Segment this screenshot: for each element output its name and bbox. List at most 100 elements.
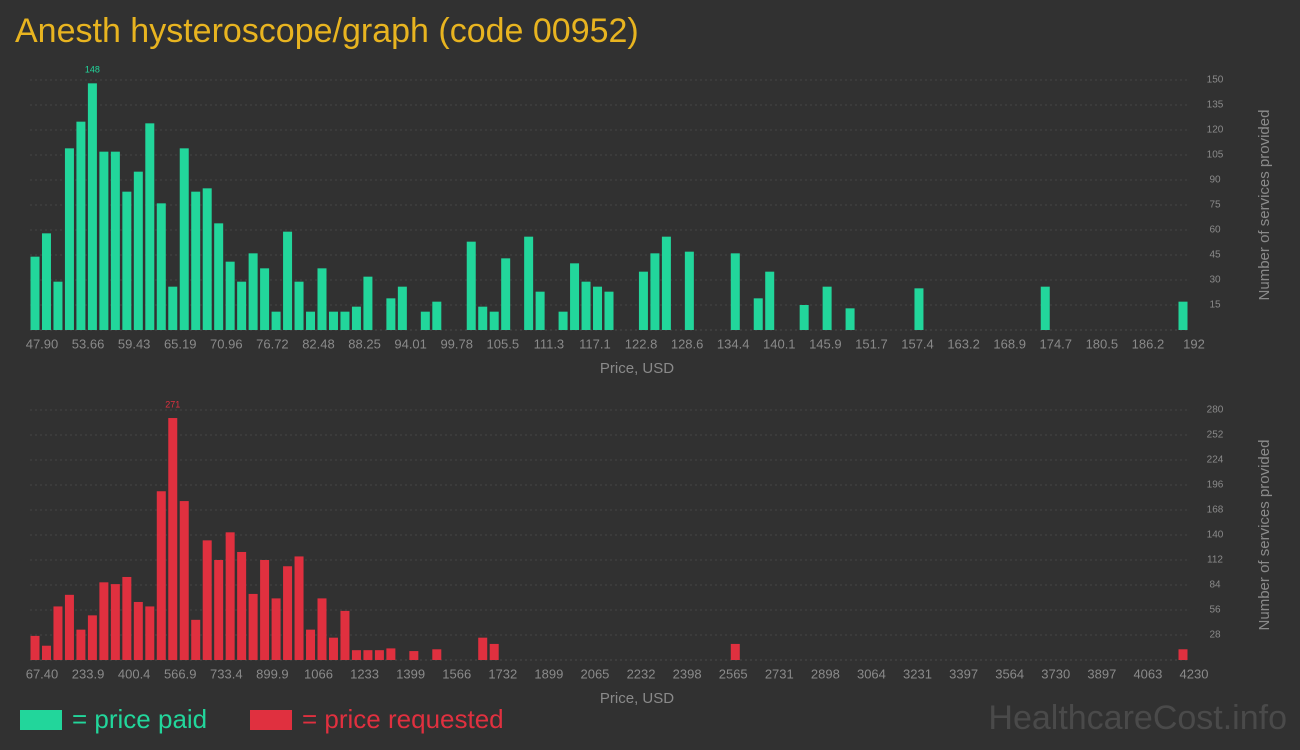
x-tick-label: 2065 [580,666,609,681]
x-tick-label: 1566 [442,666,471,681]
y-tick-label: 28 [1209,630,1221,641]
bar [283,566,293,660]
x-tick-label: 3397 [949,666,978,681]
bar [822,286,832,330]
x-tick-label: 99.78 [440,336,473,351]
bar [30,635,40,660]
bar [535,291,545,330]
bar [420,311,430,330]
bar [386,648,396,660]
x-tick-label: 65.19 [164,336,197,351]
bar [110,151,120,330]
x-tick-label: 1899 [534,666,563,681]
bar [374,650,384,660]
y-tick-label: 112 [1207,555,1223,566]
x-tick-label: 88.25 [348,336,381,351]
x-tick-label: 117.1 [579,336,611,351]
x-tick-label: 1399 [396,666,425,681]
x-axis-title: Price, USD [600,360,674,377]
x-tick-label: 1233 [350,666,379,681]
bar [558,311,568,330]
bar [76,121,86,331]
y-tick-label: 30 [1209,275,1221,286]
bar [432,301,442,330]
bar [133,171,143,330]
bar [156,491,166,660]
bar [317,598,327,660]
bar [237,551,247,660]
bar [145,123,155,330]
x-tick-label: 2398 [673,666,702,681]
y-tick-label: 280 [1207,405,1224,416]
x-tick-label: 134.4 [717,336,750,351]
bar [351,650,361,660]
bar [638,271,648,330]
x-tick-label: 3231 [903,666,932,681]
bar [328,311,338,330]
bar [179,148,189,330]
bar [340,311,350,330]
x-tick-label: 128.6 [671,336,704,351]
x-tick-label: 4063 [1133,666,1162,681]
bar [489,643,499,660]
x-tick-label: 3564 [995,666,1024,681]
bar [317,268,327,330]
bar [179,501,189,660]
bar [604,291,614,330]
watermark: HealthcareCost.info [988,699,1287,737]
bar [202,540,212,660]
x-tick-label: 3730 [1041,666,1070,681]
bar [168,286,178,330]
y-tick-label: 84 [1209,580,1221,591]
bar [76,629,86,660]
bar [570,263,580,330]
bar [466,241,476,330]
x-tick-label: 2731 [765,666,794,681]
bar [397,286,407,330]
x-tick-label: 163.2 [947,336,980,351]
bar [64,594,74,660]
bar [1178,649,1188,660]
x-tick-label: 400.4 [118,666,151,681]
x-tick-label: 157.4 [901,336,934,351]
bar [294,281,304,330]
bar [248,253,258,330]
bar [799,305,809,330]
x-tick-label: 1732 [488,666,517,681]
bar [684,251,694,330]
bar [753,298,763,330]
x-tick-label: 67.40 [26,666,59,681]
bar [650,253,660,330]
bar [1040,286,1050,330]
bar [30,256,40,330]
bar [283,231,293,330]
x-tick-label: 140.1 [763,336,796,351]
x-tick-label: 3897 [1087,666,1116,681]
x-tick-label: 59.43 [118,336,151,351]
bar [351,306,361,330]
data-label: 271 [165,399,180,409]
bar [432,649,442,660]
x-tick-label: 180.5 [1086,336,1119,351]
bar [328,637,338,660]
x-tick-label: 174.7 [1039,336,1072,351]
x-tick-label: 3064 [857,666,886,681]
y-axis-title: Number of services provided [1256,440,1273,631]
x-tick-label: 105.5 [487,336,520,351]
bar [225,261,235,330]
x-tick-label: 145.9 [809,336,842,351]
bar [363,276,373,330]
x-tick-label: 122.8 [625,336,658,351]
bar [214,560,224,660]
x-tick-label: 151.7 [855,336,888,351]
bar [306,311,316,330]
x-tick-label: 168.9 [993,336,1026,351]
y-tick-label: 120 [1207,125,1224,136]
bar [53,281,63,330]
legend-label: = price paid [72,704,207,734]
x-tick-label: 2565 [719,666,748,681]
bar [363,650,373,660]
bar [524,236,534,330]
bar [478,306,488,330]
